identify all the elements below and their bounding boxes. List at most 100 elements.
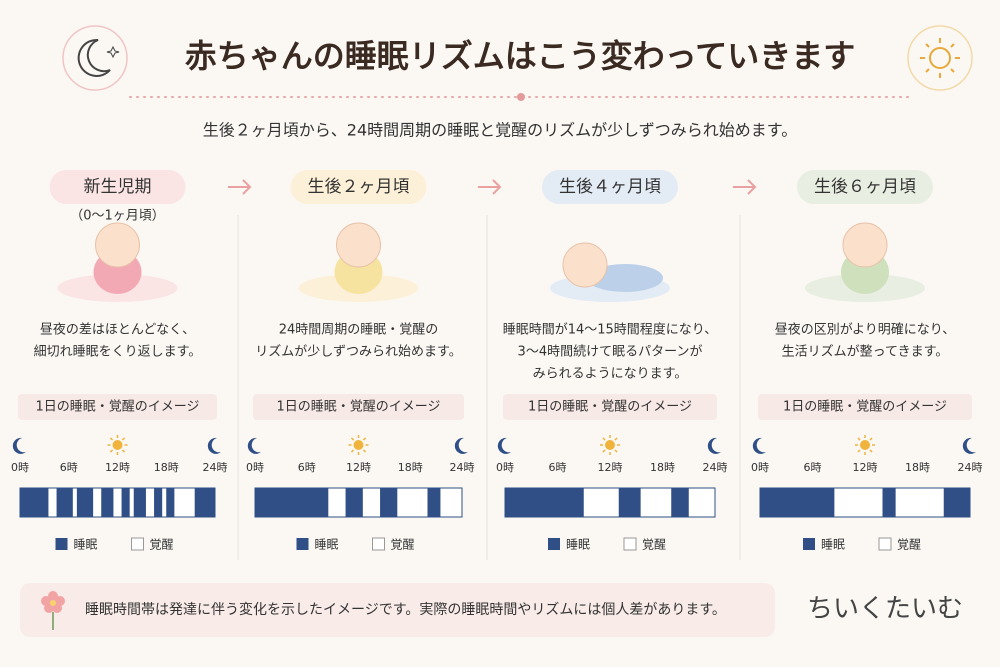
sun-ray [869,437,873,441]
sleep-segment [194,488,215,517]
sleep-segment [882,488,896,517]
description: 3〜4時間続けて眠るパターンが [518,345,703,360]
chart-label-pill [758,394,972,420]
title-pill [542,170,678,204]
bar-frame [19,487,216,518]
legend-swatch [372,537,385,551]
sun-ray [350,437,355,441]
sleep-segment [618,488,641,517]
tick-label: 0時 [496,461,514,474]
legend-label: 睡眠 [821,538,845,552]
sleep-segment [380,488,398,517]
tick-label: 18時 [154,461,179,474]
sleep-segment [345,488,363,517]
chart-label-pill [18,394,217,420]
legend-swatch [296,538,309,550]
sleep-segment [133,488,146,517]
sun-ray [614,437,618,441]
panel-subtitle: （0〜1ヶ月頃） [70,209,165,224]
description: 昼夜の差はほとんどなく、 [40,323,195,338]
description: 睡眠時間が14〜15時間程度になり、 [503,322,718,338]
sleep-segment [255,488,329,517]
title-pill [49,170,186,204]
footer-note: 睡眠時間帯は発達に伴う変化を示したイメージです。実際の睡眠時間やリズムには個人差… [85,601,726,618]
sleep-segment [20,488,49,517]
sun-ray [121,449,126,453]
tick-label: 0時 [751,461,769,474]
sleep-segment [166,488,175,517]
sun-icon [605,440,615,450]
subtitle: 生後２ヶ月頃から、24時間周期の睡眠と覚醒のリズムが少しずつみられ始めます。 [203,121,797,140]
legend-swatch [623,537,637,551]
tick-label: 6時 [298,461,316,474]
moon-icon [752,437,766,454]
tick-label: 12時 [346,461,371,474]
chart-label: 1日の睡眠・覚醒のイメージ [783,400,947,415]
tick-label: 12時 [598,461,623,474]
arrow [228,179,252,195]
sun-ray [121,437,126,441]
description: 細切れ睡眠をくり返します。 [34,345,202,360]
logo: ちいくたいむ [807,594,963,624]
description: リズムが少しずつみられ始めます。 [255,344,461,360]
moon-icon [207,437,221,454]
chart-label-pill [253,394,464,420]
sun-ray [857,437,861,441]
panel-title: 生後６ヶ月頃 [814,177,916,197]
legend-swatch [878,537,892,551]
sun-icon [907,25,973,91]
sleep-segment [56,488,73,517]
sleep-segment [943,488,970,517]
sleep-segment [101,488,114,517]
tick-label: 24時 [958,461,983,474]
title-pill [797,170,933,204]
legend-label: 覚醒 [897,538,921,552]
sleep-segment [760,488,835,517]
legend-swatch [55,538,68,550]
legend-label: 睡眠 [74,538,98,552]
chart-label: 1日の睡眠・覚醒のイメージ [35,400,199,415]
sun-icon [860,440,870,450]
arrow [478,179,502,195]
sun-ray [602,449,606,453]
baby-head [562,242,608,288]
moon-icon [497,437,511,454]
legend-label: 睡眠 [315,538,339,552]
sun-ray [362,449,367,453]
legend-label: 覚醒 [391,538,415,552]
panel-title: 新生児期 [84,177,152,197]
sun-ray [109,437,114,441]
sun-icon [112,440,123,450]
moon-icon [12,437,26,454]
baby-head [95,222,140,268]
moon-icon [247,437,261,454]
panel-title: 生後２ヶ月頃 [308,177,410,197]
tick-label: 6時 [60,461,78,474]
description: 昼夜の区別がより明確になり、 [775,322,956,338]
chart-label: 1日の睡眠・覚醒のイメージ [528,400,692,415]
footer-box [20,583,775,637]
moon-icon [62,25,128,91]
tick-label: 24時 [703,461,728,474]
sun-ray [869,449,873,453]
tick-label: 0時 [11,461,29,474]
sleep-segment [76,488,94,517]
flower-icon [41,591,65,630]
legend-label: 睡眠 [566,538,590,552]
tick-label: 24時 [203,461,228,474]
tick-label: 6時 [549,461,567,474]
moon-icon [962,437,976,454]
description: みられるようになります。 [533,367,688,382]
arrow [733,179,757,195]
sun-ray [602,437,606,441]
chart-label-pill [503,394,717,420]
sleep-segment [505,488,584,517]
sun-ray [857,449,861,453]
sleep-segment [427,488,441,517]
legend-swatch [548,538,560,550]
sun-ray [614,449,618,453]
chart-label: 1日の睡眠・覚醒のイメージ [276,400,440,415]
sun-icon [353,440,364,450]
